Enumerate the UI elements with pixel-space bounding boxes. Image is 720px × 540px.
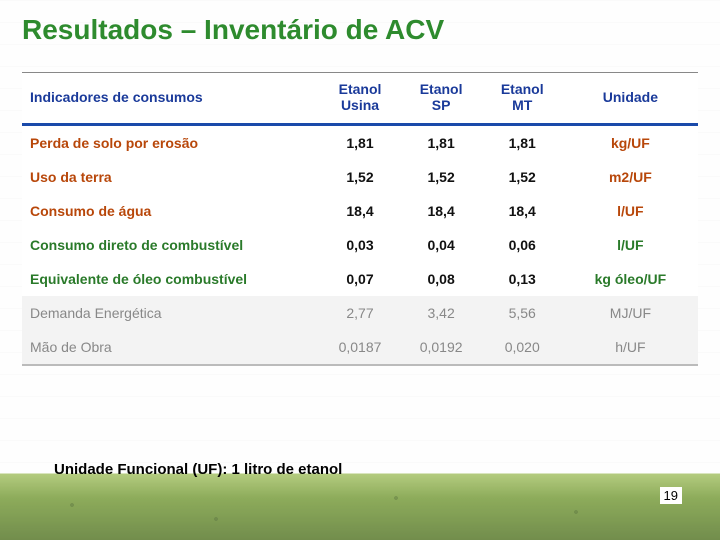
- row-value: 1,52: [401, 160, 482, 194]
- row-label: Demanda Energética: [22, 296, 319, 330]
- th-line2: Usina: [325, 97, 394, 113]
- row-value: 18,4: [482, 194, 563, 228]
- row-label: Uso da terra: [22, 160, 319, 194]
- row-unit: m2/UF: [563, 160, 698, 194]
- row-value: 18,4: [319, 194, 400, 228]
- row-value: 0,08: [401, 262, 482, 296]
- row-value: 0,04: [401, 228, 482, 262]
- row-unit: l/UF: [563, 228, 698, 262]
- table-row: Uso da terra1,521,521,52m2/UF: [22, 160, 698, 194]
- th-unidade: Unidade: [563, 73, 698, 125]
- row-value: 1,81: [401, 125, 482, 161]
- table-row: Perda de solo por erosão1,811,811,81kg/U…: [22, 125, 698, 161]
- footnote-text: Unidade Funcional (UF): 1 litro de etano…: [54, 461, 342, 478]
- row-label: Consumo direto de combustível: [22, 228, 319, 262]
- table-header: Indicadores de consumos Etanol Usina Eta…: [22, 73, 698, 125]
- row-value: 2,77: [319, 296, 400, 330]
- row-unit: l/UF: [563, 194, 698, 228]
- row-value: 1,81: [482, 125, 563, 161]
- row-value: 0,13: [482, 262, 563, 296]
- th-line1: Etanol: [488, 81, 557, 97]
- row-value: 0,07: [319, 262, 400, 296]
- th-etanol-sp: Etanol SP: [401, 73, 482, 125]
- th-line1: Etanol: [325, 81, 394, 97]
- th-line1: Etanol: [407, 81, 476, 97]
- row-unit: kg óleo/UF: [563, 262, 698, 296]
- row-value: 3,42: [401, 296, 482, 330]
- row-value: 1,52: [482, 160, 563, 194]
- th-line2: SP: [407, 97, 476, 113]
- row-label: Perda de solo por erosão: [22, 125, 319, 161]
- th-indicadores: Indicadores de consumos: [22, 73, 319, 125]
- row-unit: MJ/UF: [563, 296, 698, 330]
- row-value: 0,0192: [401, 330, 482, 364]
- row-value: 5,56: [482, 296, 563, 330]
- th-etanol-mt: Etanol MT: [482, 73, 563, 125]
- row-label: Mão de Obra: [22, 330, 319, 364]
- data-table-container: Indicadores de consumos Etanol Usina Eta…: [22, 72, 698, 366]
- row-value: 1,81: [319, 125, 400, 161]
- table-row: Demanda Energética2,773,425,56MJ/UF: [22, 296, 698, 330]
- page-number: 19: [660, 487, 682, 504]
- table-row: Consumo direto de combustível0,030,040,0…: [22, 228, 698, 262]
- row-value: 0,03: [319, 228, 400, 262]
- row-value: 0,06: [482, 228, 563, 262]
- row-unit: h/UF: [563, 330, 698, 364]
- row-value: 18,4: [401, 194, 482, 228]
- row-value: 0,020: [482, 330, 563, 364]
- slide-title: Resultados – Inventário de ACV: [22, 14, 698, 46]
- row-value: 1,52: [319, 160, 400, 194]
- row-label: Consumo de água: [22, 194, 319, 228]
- slide: Resultados – Inventário de ACV Indicador…: [0, 0, 720, 540]
- row-unit: kg/UF: [563, 125, 698, 161]
- th-etanol-usina: Etanol Usina: [319, 73, 400, 125]
- row-label: Equivalente de óleo combustível: [22, 262, 319, 296]
- table-body: Perda de solo por erosão1,811,811,81kg/U…: [22, 125, 698, 365]
- row-value: 0,0187: [319, 330, 400, 364]
- table-row: Consumo de água18,418,418,4l/UF: [22, 194, 698, 228]
- table-bottom-rule: [22, 364, 698, 366]
- table-row: Mão de Obra0,01870,01920,020h/UF: [22, 330, 698, 364]
- table-row: Equivalente de óleo combustível0,070,080…: [22, 262, 698, 296]
- th-line2: MT: [488, 97, 557, 113]
- indicators-table: Indicadores de consumos Etanol Usina Eta…: [22, 73, 698, 364]
